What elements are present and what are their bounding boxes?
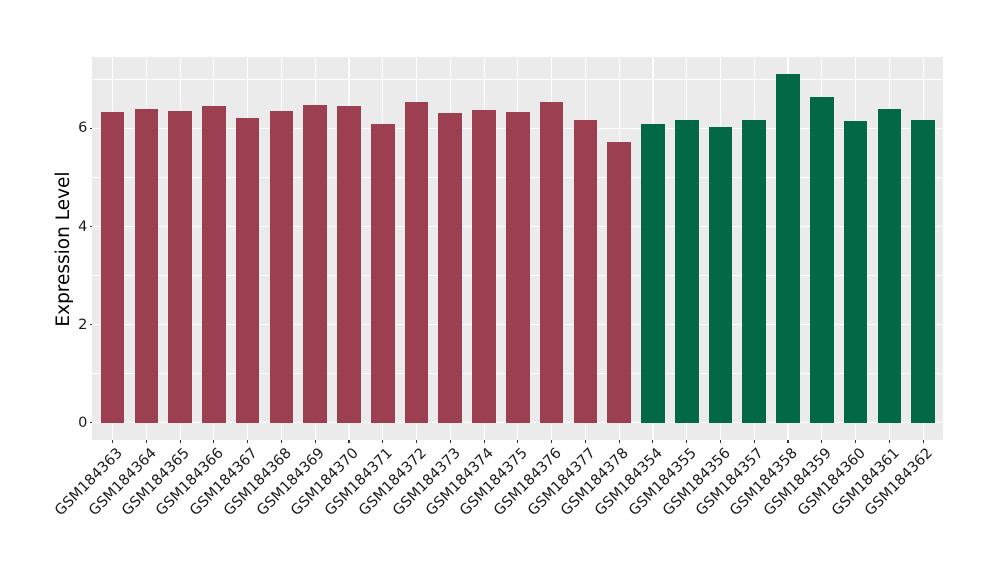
x-tick-mark: [415, 440, 418, 443]
bar-GSM184358: [776, 74, 800, 423]
x-tick-mark: [247, 440, 249, 443]
bar-GSM184354: [641, 123, 665, 423]
bar-GSM184368: [269, 111, 294, 423]
bar-GSM184369: [303, 104, 328, 423]
bar-GSM184364: [134, 109, 159, 423]
bar-GSM184357: [742, 120, 767, 423]
x-tick-mark: [922, 440, 924, 443]
bar-GSM184371: [370, 123, 395, 423]
x-tick-mark: [787, 440, 789, 443]
bar-GSM184355: [674, 119, 699, 423]
bar-GSM184360: [843, 121, 868, 423]
y-axis-title: Expression Level: [52, 170, 74, 327]
y-tick-label: 6: [78, 120, 88, 137]
x-tick-mark: [618, 440, 620, 443]
x-tick-mark: [483, 440, 485, 443]
x-tick-mark: [179, 440, 181, 443]
plot-panel: [92, 56, 944, 441]
x-tick-mark: [821, 440, 823, 443]
x-tick-mark: [686, 440, 688, 443]
y-tick-mark: [89, 422, 93, 424]
x-tick-mark: [551, 440, 553, 443]
x-tick-mark: [145, 440, 147, 443]
x-tick-mark: [855, 440, 857, 443]
y-tick-mark: [89, 225, 93, 228]
x-tick-mark: [753, 440, 755, 443]
bar-GSM184367: [235, 118, 260, 423]
bar-GSM184361: [877, 108, 902, 423]
x-tick-mark: [382, 440, 384, 443]
bar-GSM184374: [472, 109, 496, 423]
x-tick-mark: [213, 440, 215, 443]
bar-GSM184376: [539, 101, 564, 423]
y-tick-label: 0: [78, 414, 88, 431]
bar-GSM184377: [573, 120, 598, 423]
x-tick-mark: [584, 440, 586, 443]
x-tick-mark: [112, 440, 114, 443]
x-tick-mark: [888, 440, 890, 443]
bar-GSM184363: [100, 112, 125, 423]
x-tick-mark: [652, 440, 654, 443]
bar-GSM184372: [404, 102, 429, 423]
bar-GSM184370: [337, 106, 361, 423]
x-tick-mark: [314, 440, 316, 443]
x-tick-mark: [348, 440, 350, 443]
bar-GSM184373: [438, 113, 463, 423]
y-tick-mark: [89, 324, 93, 326]
bar-GSM184359: [809, 96, 834, 423]
bar-GSM184375: [506, 112, 530, 423]
bar-GSM184356: [708, 126, 733, 423]
y-tick-mark: [89, 127, 93, 129]
y-tick-label: 2: [78, 316, 88, 333]
y-tick-label: 4: [78, 218, 88, 235]
x-tick-mark: [449, 440, 451, 443]
bar-GSM184365: [168, 111, 192, 423]
x-tick-mark: [280, 440, 282, 443]
bar-GSM184378: [607, 141, 631, 423]
x-tick-mark: [517, 440, 519, 443]
x-tick-mark: [719, 440, 722, 443]
bar-GSM184366: [202, 105, 226, 423]
bar-GSM184362: [911, 119, 935, 423]
